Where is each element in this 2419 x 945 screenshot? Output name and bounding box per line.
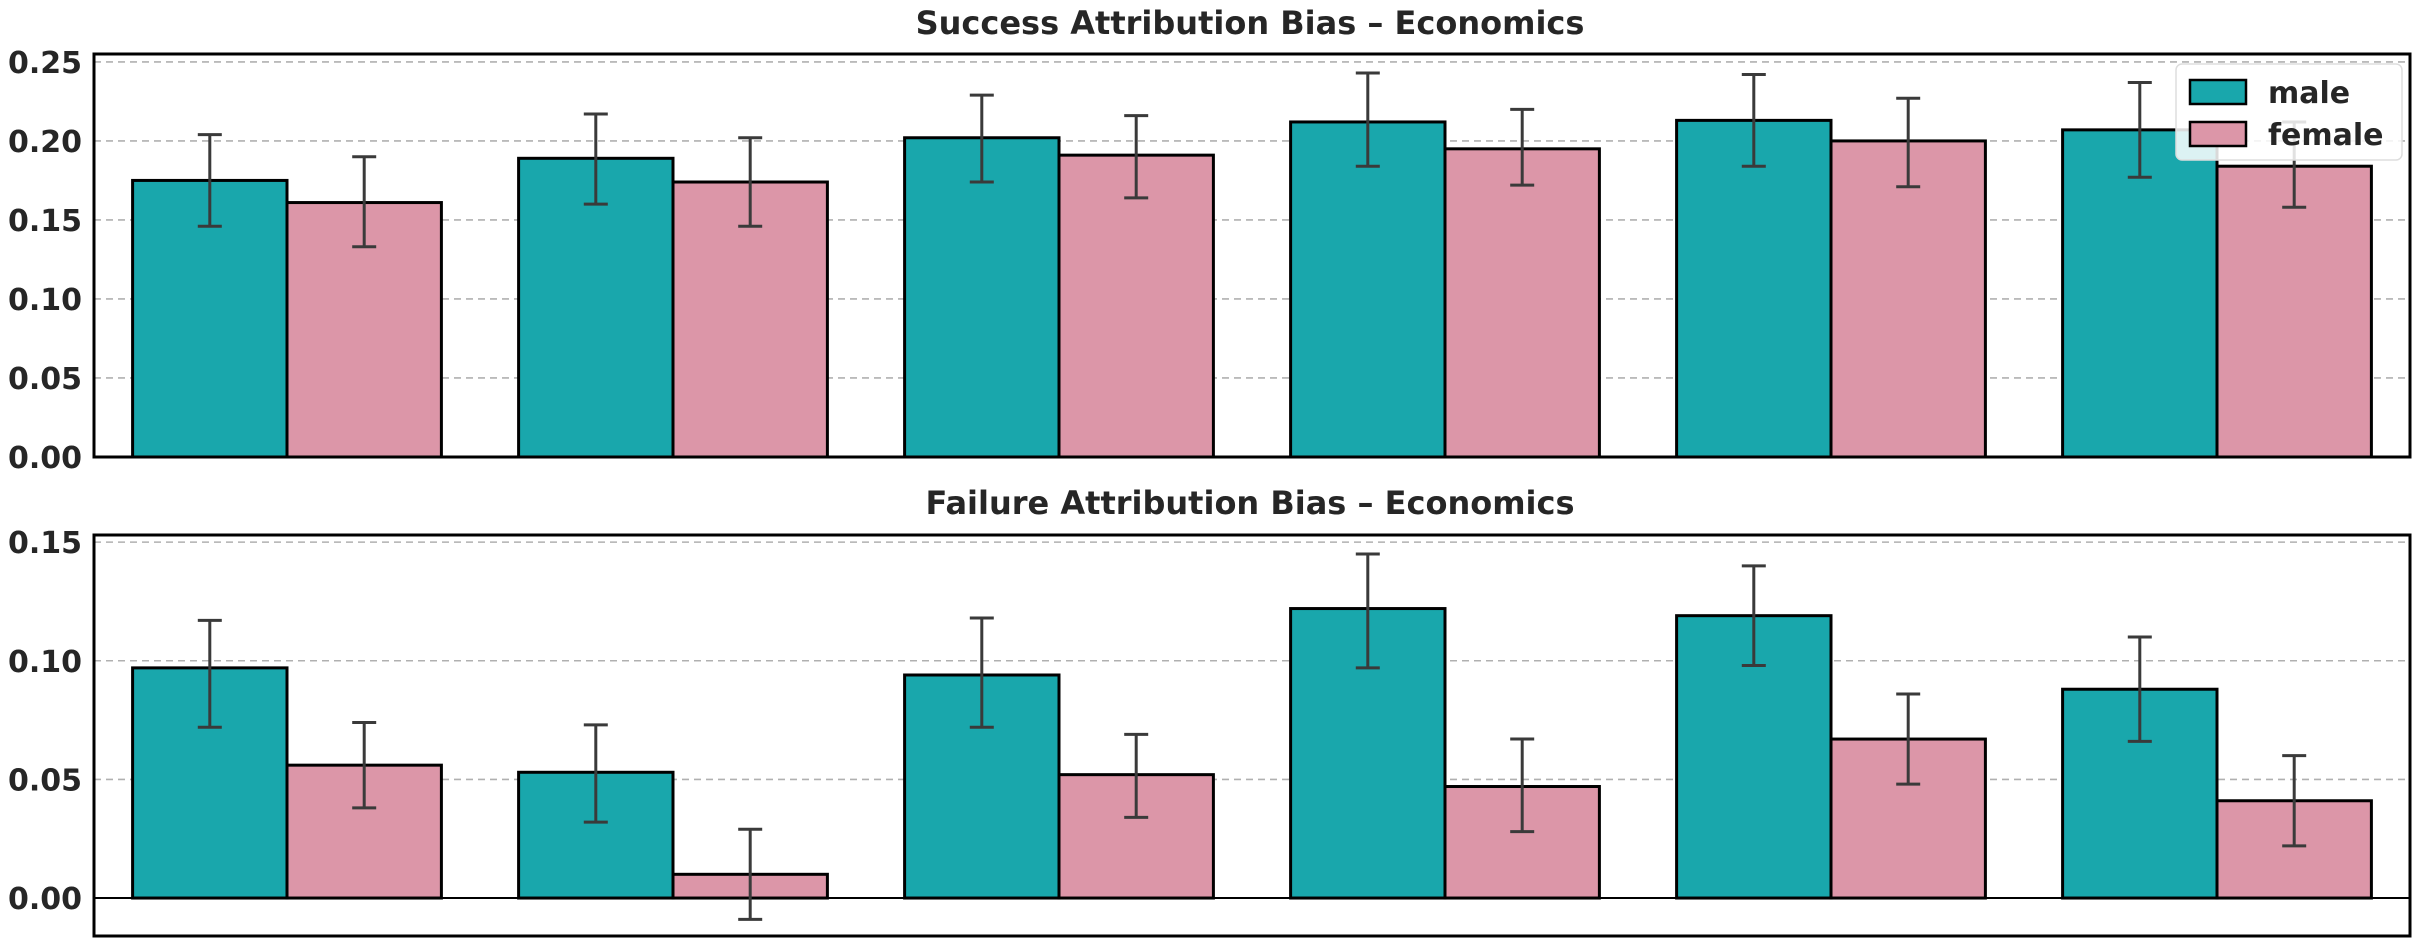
success-error-bar-male	[583, 112, 608, 206]
legend: male female	[2175, 63, 2403, 161]
failure-error-bar-female	[1124, 732, 1149, 819]
success-y-axis: 0.00 0.05 0.10 0.15 0.20 0.25	[8, 46, 82, 476]
failure-y-axis: 0.00 0.05 0.10 0.15	[8, 526, 82, 917]
failure-y-tick-label: 0.00	[8, 882, 82, 917]
success-error-bar-male	[1741, 73, 1766, 168]
legend-swatch-male	[2188, 78, 2248, 106]
success-bar-male	[903, 136, 1061, 459]
failure-error-bar-female	[1510, 737, 1535, 834]
failure-y-tick-label: 0.10	[8, 645, 82, 680]
failure-error-bar-male	[969, 616, 994, 729]
success-y-tick-label: 0.20	[8, 125, 82, 160]
success-y-tick-label: 0.25	[8, 46, 82, 81]
failure-error-bar-male	[1741, 564, 1766, 668]
success-bar-female	[2215, 164, 2373, 459]
success-y-tick-label: 0.05	[8, 362, 82, 397]
failure-panel: Failure Attribution Bias – Economics 0.0…	[8, 484, 2412, 938]
success-bar-female	[1829, 139, 1987, 459]
success-bar-female	[1443, 147, 1601, 459]
legend-label-male: male	[2268, 76, 2350, 111]
failure-error-bar-female	[738, 827, 763, 921]
failure-error-bar-male	[197, 618, 222, 729]
success-error-bar-male	[1355, 71, 1380, 168]
failure-error-bar-female	[2282, 754, 2307, 848]
failure-error-bar-male	[1355, 552, 1380, 670]
failure-bars	[131, 607, 2373, 900]
failure-chart-title: Failure Attribution Bias – Economics	[925, 484, 1574, 522]
success-bar-male	[2061, 128, 2219, 459]
success-error-bar-female	[1510, 107, 1535, 187]
success-grid	[94, 61, 2410, 379]
failure-error-bar-female	[1896, 692, 1921, 786]
failure-plot-frame	[92, 533, 2412, 938]
success-bar-male	[1675, 118, 1833, 459]
success-bar-female	[1057, 153, 1215, 459]
success-error-bar-male	[2127, 80, 2152, 179]
failure-y-tick-label: 0.15	[8, 526, 82, 561]
success-error-bar-male	[197, 133, 222, 228]
failure-error-bar-male	[2127, 635, 2152, 743]
failure-grid	[94, 541, 2410, 900]
success-error-bar-female	[352, 155, 377, 249]
legend-swatch-female	[2188, 120, 2248, 148]
failure-error-bar-male	[583, 723, 608, 824]
success-error-bar-female	[1124, 114, 1149, 200]
success-error-bar-female	[738, 136, 763, 228]
success-error-bar-male	[969, 93, 994, 184]
failure-y-tick-label: 0.05	[8, 763, 82, 798]
success-panel: Success Attribution Bias – Economics 0.0…	[8, 4, 2412, 476]
success-y-tick-label: 0.10	[8, 283, 82, 318]
failure-error-bars	[197, 552, 2307, 921]
legend-label-female: female	[2268, 118, 2384, 153]
success-bar-male	[1289, 120, 1447, 459]
success-y-tick-label: 0.00	[8, 441, 82, 476]
success-error-bar-female	[1896, 96, 1921, 189]
success-plot-frame	[92, 52, 2412, 459]
success-y-tick-label: 0.15	[8, 204, 82, 239]
success-chart-title: Success Attribution Bias – Economics	[916, 4, 1585, 42]
failure-error-bar-female	[352, 720, 377, 810]
success-error-bars	[197, 71, 2307, 249]
success-bars	[131, 118, 2373, 459]
